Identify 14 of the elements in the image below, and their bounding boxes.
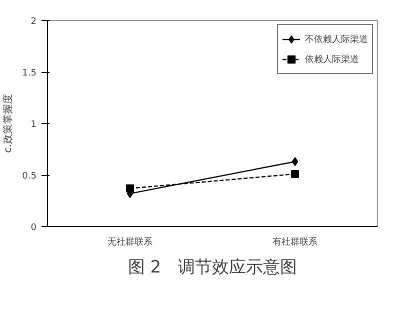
- y-tick-label: 1.5: [22, 68, 37, 78]
- point: [291, 170, 299, 178]
- legend-label: 不依赖人际渠道: [305, 34, 368, 46]
- y-axis-title: c.政策掌握度: [2, 94, 14, 153]
- point: [126, 184, 134, 192]
- y-tick-label: 0: [30, 223, 37, 233]
- y-tick-label: 0.5: [22, 172, 37, 182]
- y-tick-label: 1: [30, 120, 37, 130]
- point: [292, 157, 298, 166]
- legend-label: 依赖人际渠道: [305, 54, 359, 66]
- x-tick-label: 无社群联系: [108, 236, 152, 248]
- text: 图 2 调节效应示意图: [128, 258, 298, 278]
- y-tick-label: 2: [30, 17, 37, 27]
- x-tick-label: 有社群联系: [272, 236, 318, 248]
